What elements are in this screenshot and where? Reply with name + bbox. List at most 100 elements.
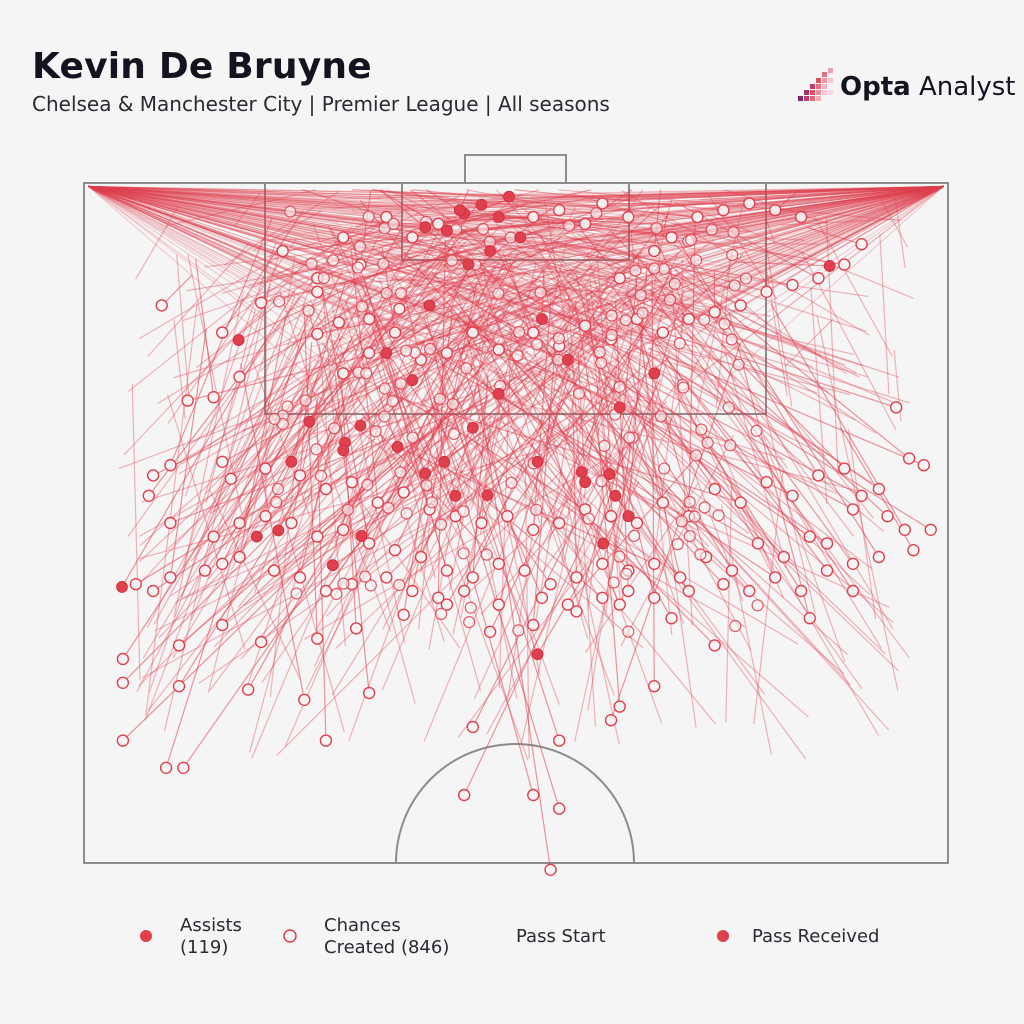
pass-line	[277, 228, 441, 531]
pass-line	[253, 210, 322, 252]
chance-created-marker	[898, 523, 911, 536]
chance-created-marker	[233, 550, 246, 564]
pass-line	[590, 370, 685, 624]
pass-line	[407, 279, 750, 535]
pass-line	[221, 206, 521, 295]
corner-pass-line-right	[454, 185, 944, 301]
pass-line	[372, 189, 482, 206]
chance-created-marker	[717, 203, 730, 217]
corner-pass-line-right	[330, 185, 944, 209]
chance-created-marker	[578, 319, 592, 332]
chance-created-marker	[155, 299, 168, 312]
chance-created-marker	[267, 564, 281, 577]
corner-pass-line-left	[88, 185, 438, 207]
chance-created-marker	[501, 510, 514, 523]
chance-created-marker	[276, 244, 289, 258]
pass-line	[707, 416, 785, 599]
chance-created-marker	[378, 410, 391, 423]
pass-line	[784, 318, 834, 367]
chance-created-marker	[298, 693, 311, 706]
pass-line	[498, 372, 571, 605]
corner-pass-line-left	[88, 185, 398, 225]
chance-created-marker	[425, 496, 439, 509]
corner-pass-line-right	[546, 185, 944, 334]
legend-assists-label: Assists	[180, 915, 242, 936]
chance-created-marker	[677, 381, 690, 394]
pass-line	[651, 262, 655, 687]
chance-created-marker	[319, 734, 333, 747]
corner-pass-line-right	[654, 185, 944, 303]
chance-created-marker	[505, 476, 518, 489]
corner-pass-line-right	[681, 185, 944, 303]
chance-created-marker	[622, 210, 635, 224]
assist-marker	[514, 231, 527, 244]
chance-created-marker	[332, 316, 346, 329]
pass-line	[221, 416, 449, 626]
chance-created-marker	[593, 346, 606, 359]
pass-line	[753, 470, 784, 725]
pass-line	[520, 195, 637, 238]
corner-pass-line-right	[642, 185, 944, 242]
corner-pass-line-right	[525, 185, 944, 371]
pass-line	[495, 332, 601, 379]
pass-line	[315, 404, 327, 741]
chance-created-marker	[268, 412, 281, 426]
assist-marker	[453, 204, 466, 217]
corner-pass-line-right	[592, 185, 944, 344]
corner-pass-line-right	[699, 185, 944, 198]
pass-line	[321, 288, 370, 544]
chance-created-marker	[596, 557, 609, 570]
corner-pass-line-left	[88, 185, 349, 264]
chance-created-marker	[786, 278, 799, 292]
corner-pass-line-right	[687, 185, 944, 321]
chance-created-marker	[164, 516, 177, 530]
corner-pass-line-right	[625, 185, 944, 233]
pass-line	[562, 189, 644, 308]
chance-created-marker	[613, 550, 626, 563]
corner-pass-line-right	[641, 185, 944, 232]
pass-line	[158, 262, 515, 639]
pass-line	[614, 300, 629, 592]
pass-line	[348, 482, 461, 649]
chance-created-marker	[578, 217, 592, 231]
pass-line	[655, 228, 780, 335]
corner-pass-line-left	[88, 185, 322, 212]
chance-created-marker	[382, 501, 395, 514]
chance-created-marker	[393, 578, 406, 592]
corner-pass-line-left	[88, 185, 604, 317]
chance-created-marker	[224, 472, 238, 485]
chance-created-marker	[769, 571, 782, 584]
corner-pass-line-left	[88, 185, 454, 384]
corner-pass-line-right	[338, 185, 944, 275]
chance-created-marker	[907, 544, 920, 557]
corner-pass-line-right	[530, 185, 944, 198]
chance-created-marker	[527, 788, 540, 802]
pass-line	[513, 361, 724, 585]
corner-pass-line-right	[491, 185, 944, 199]
chance-created-marker	[794, 584, 808, 598]
chance-created-marker	[786, 489, 799, 502]
pass-line	[321, 284, 335, 425]
chance-created-marker	[216, 455, 229, 468]
pass-line	[847, 428, 877, 620]
pass-line	[359, 200, 474, 333]
chance-created-marker	[527, 326, 540, 339]
corner-pass-line-right	[467, 185, 944, 256]
corner-pass-line-right	[572, 185, 944, 268]
pass-line	[552, 360, 890, 731]
chance-created-marker	[553, 516, 566, 530]
chance-created-marker	[216, 557, 229, 570]
corner-pass-line-left	[88, 185, 338, 224]
corner-pass-line-right	[588, 185, 944, 269]
chance-created-marker	[552, 332, 566, 345]
chance-created-marker	[604, 714, 618, 727]
chance-created-marker	[377, 257, 390, 270]
pass-line	[720, 344, 911, 404]
pass-line	[734, 261, 830, 267]
corner-pass-line-left	[88, 185, 357, 268]
chance-created-marker	[683, 530, 696, 543]
chance-created-marker	[623, 431, 636, 444]
corner-pass-line-right	[610, 185, 944, 265]
pass-line	[184, 241, 277, 497]
corner-pass-line-left	[88, 185, 319, 251]
